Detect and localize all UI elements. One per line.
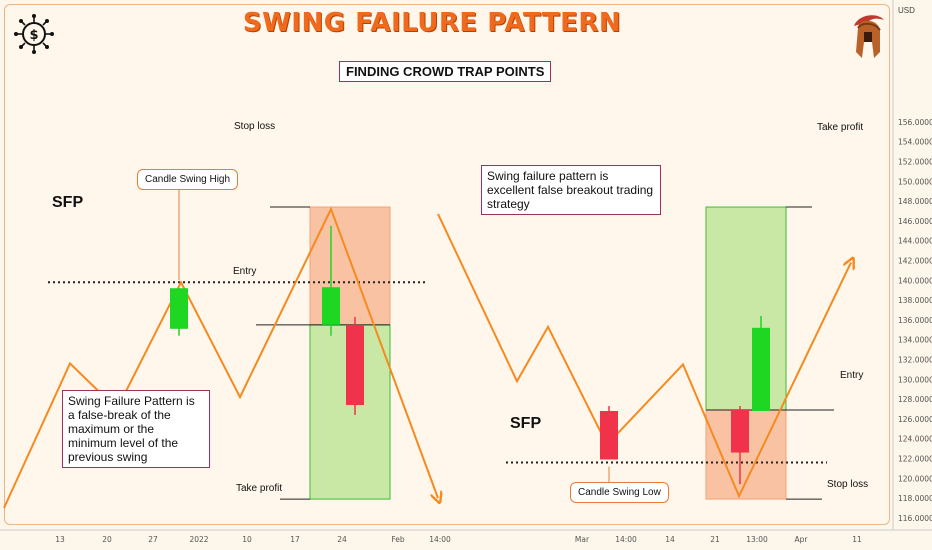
y-tick-label: 140.000000: [898, 276, 932, 285]
x-tick-label: 2022: [189, 535, 208, 544]
stop-loss-label-right: Stop loss: [827, 479, 869, 490]
y-tick-label: 132.000000: [898, 356, 932, 365]
trade-zones: [309, 206, 787, 500]
y-tick-label: 154.000000: [898, 138, 932, 147]
sfp-label-left: SFP: [52, 194, 84, 211]
entry-label-left: Entry: [233, 266, 257, 277]
y-tick-label: 120.000000: [898, 474, 932, 483]
candle-swing-low-label: Candle Swing Low: [570, 482, 669, 503]
y-tick-label: 124.000000: [898, 435, 932, 444]
x-tick-label: 14:00: [615, 535, 637, 544]
x-tick-label: 27: [148, 535, 158, 544]
y-tick-label: 136.000000: [898, 316, 932, 325]
candle-body-left-3: [346, 324, 364, 406]
swing-path-left: [3, 206, 438, 509]
sfp-label-right: SFP: [510, 415, 542, 432]
x-tick-label: Feb: [391, 535, 405, 544]
entry-label-right: Entry: [840, 370, 864, 381]
x-tick-label: Mar: [575, 535, 590, 544]
x-tick-label: 17: [290, 535, 300, 544]
stop-loss-label-left: Stop loss: [234, 121, 276, 132]
y-tick-label: 148.000000: [898, 197, 932, 206]
take-profit-label-right: Take profit: [817, 122, 864, 133]
spartan-helmet-icon: [848, 12, 888, 64]
candle-body-left-2: [322, 287, 340, 325]
page-subtitle: FINDING CROWD TRAP POINTS: [339, 61, 552, 82]
candles: [170, 225, 770, 485]
y-tick-label: 116.000000: [898, 514, 932, 523]
x-tick-label: 21: [710, 535, 720, 544]
profit-zone-right: [705, 206, 787, 411]
x-tick-label: 11: [852, 535, 862, 544]
y-tick-label: 144.000000: [898, 237, 932, 246]
price-axis: 116.000000 118.000000 120.000000 122.000000…: [892, 0, 932, 530]
y-tick-label: 128.000000: [898, 395, 932, 404]
y-tick-label: 146.000000: [898, 217, 932, 226]
y-tick-label: 150.000000: [898, 177, 932, 186]
note-right: Swing failure pattern is excellent false…: [481, 165, 661, 215]
currency-label: USD: [898, 6, 915, 15]
candle-swing-high-label: Candle Swing High: [137, 169, 239, 190]
y-tick-label: 152.000000: [898, 158, 932, 167]
candle-body-right-3: [752, 327, 770, 411]
y-tick-label: 156.000000: [898, 118, 932, 127]
x-tick-label: 14: [665, 535, 675, 544]
y-tick-label: 138.000000: [898, 296, 932, 305]
y-tick-label: 122.000000: [898, 455, 932, 464]
x-tick-label: 10: [242, 535, 252, 544]
x-tick-label: Apr: [795, 535, 809, 544]
y-tick-label: 142.000000: [898, 257, 932, 266]
y-tick-label: 126.000000: [898, 415, 932, 424]
page-title: SWING FAILURE PATTERN: [242, 8, 622, 38]
time-axis: 13 20 27 2022 10 17 24 Feb 14:00 Mar 14:00 14 21 13:0…: [0, 529, 932, 544]
swing-path-right: [437, 213, 851, 499]
candle-body-left-1: [170, 288, 188, 329]
x-tick-label: 14:00: [429, 535, 451, 544]
x-tick-label: 13:00: [746, 535, 768, 544]
note-left: Swing Failure Pattern is a false-break o…: [62, 390, 210, 468]
take-profit-label-left: Take profit: [236, 483, 283, 494]
svg-text:$: $: [29, 28, 38, 43]
y-tick-label: 118.000000: [898, 494, 932, 503]
x-tick-label: 24: [337, 535, 347, 544]
dollar-gear-icon: $: [14, 14, 54, 54]
x-tick-label: 13: [55, 535, 65, 544]
y-tick-label: 130.000000: [898, 375, 932, 384]
candle-body-right-1: [600, 410, 618, 460]
x-tick-label: 20: [102, 535, 112, 544]
candle-body-right-2: [731, 409, 749, 453]
y-tick-label: 134.000000: [898, 336, 932, 345]
